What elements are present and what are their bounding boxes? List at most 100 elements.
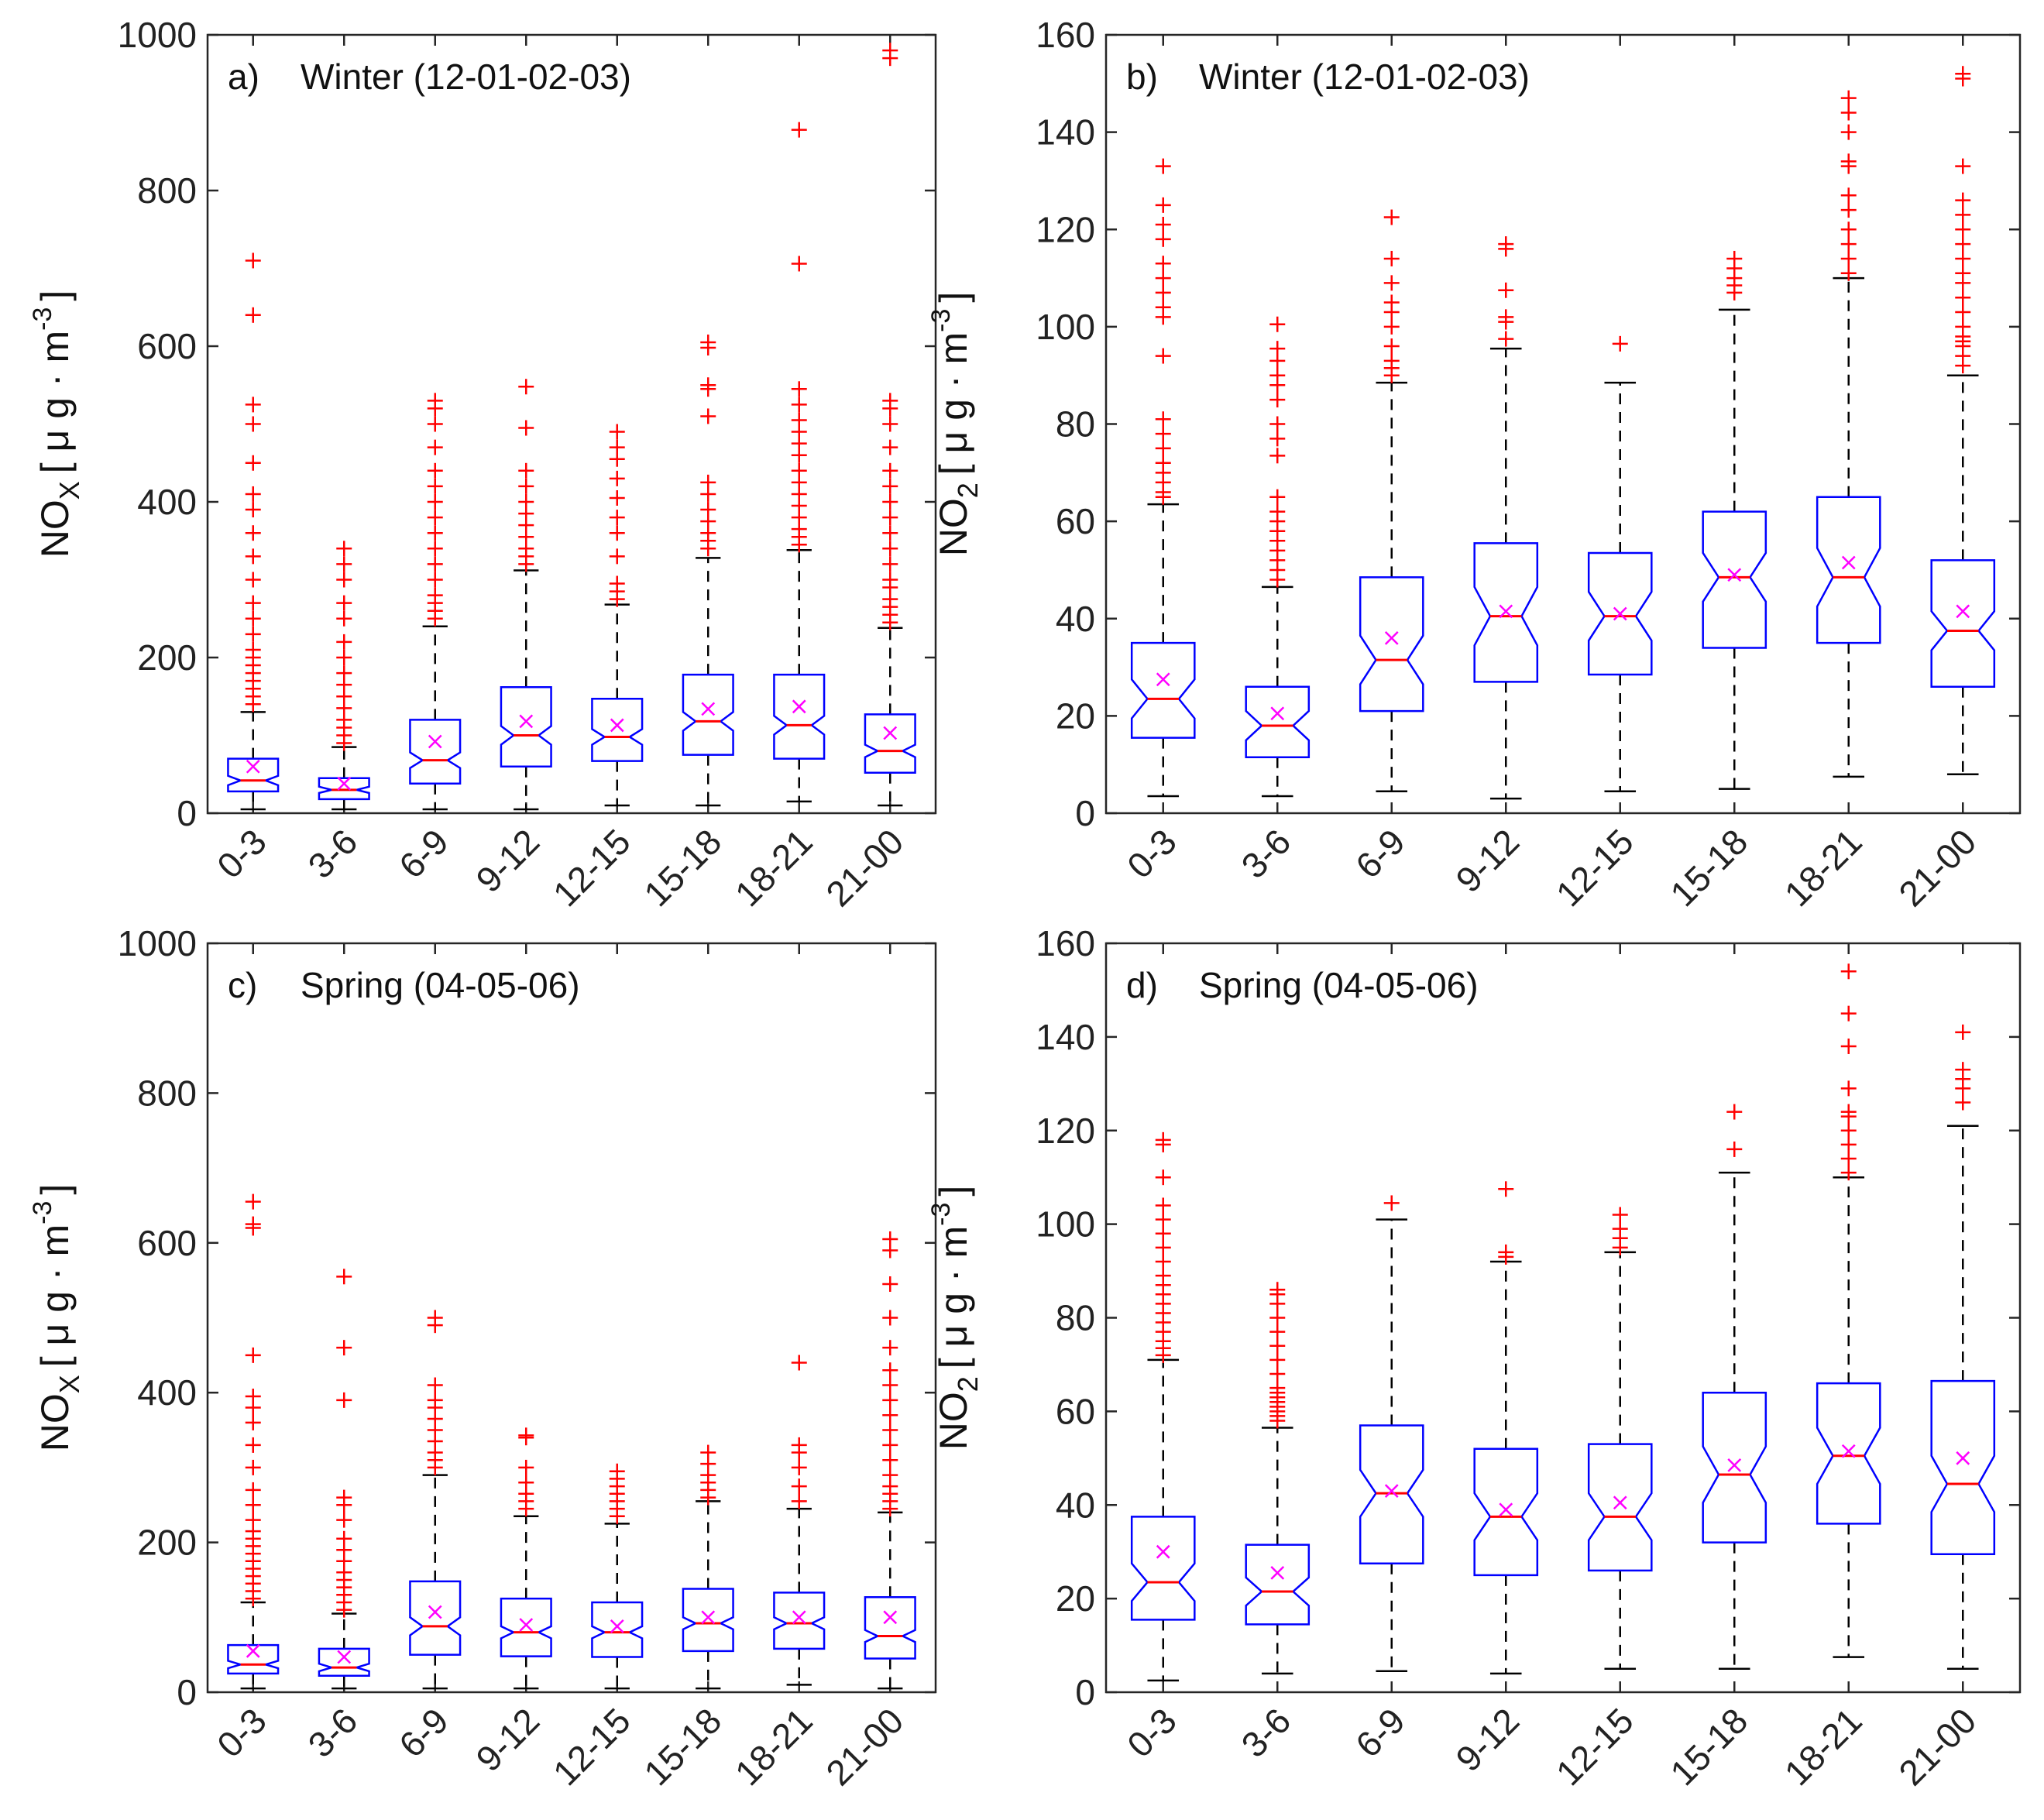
outlier-marker <box>700 1444 716 1461</box>
notched-box <box>864 1595 916 1660</box>
outlier-marker <box>700 502 716 518</box>
y-tick-label: 80 <box>1056 1298 1095 1338</box>
outlier-marker <box>1155 1211 1171 1228</box>
y-tick-label: 400 <box>137 1372 197 1413</box>
outlier-marker <box>245 626 261 642</box>
outlier-marker <box>882 416 898 432</box>
outlier-marker <box>1840 1136 1857 1152</box>
outlier-marker <box>245 1459 261 1475</box>
mean-marker <box>519 714 534 729</box>
outlier-marker <box>609 548 625 565</box>
outlier-marker <box>245 595 261 611</box>
outlier-marker <box>791 1459 807 1475</box>
outlier-marker <box>245 641 261 658</box>
notched-box <box>682 673 734 756</box>
y-label-main: NO <box>932 498 975 556</box>
y-label-main: NO <box>33 500 77 558</box>
outlier-marker <box>882 1467 898 1483</box>
box-15-18 <box>1702 250 1767 790</box>
box-3-6 <box>1245 316 1311 798</box>
outlier-marker <box>245 548 261 565</box>
x-tick-label: 15-18 <box>636 1700 729 1793</box>
outlier-marker <box>609 525 625 541</box>
outlier-marker <box>336 595 352 611</box>
mean-marker-stroke <box>1841 1444 1856 1458</box>
x-tick-label: 0-3 <box>209 821 274 886</box>
x-tick-label: 12-15 <box>1548 1700 1641 1793</box>
mean-marker-stroke <box>428 734 442 749</box>
box-6-9 <box>409 393 462 811</box>
panel-label: c) <box>228 965 257 1005</box>
outlier-marker <box>1269 316 1286 332</box>
mean-marker-stroke <box>1956 1451 1970 1465</box>
outlier-marker <box>1498 1181 1514 1197</box>
y-tick-label: 160 <box>1036 923 1095 963</box>
outlier-marker <box>1383 294 1400 311</box>
mean-marker <box>792 699 806 714</box>
outlier-marker <box>427 510 443 526</box>
y-tick-label: 20 <box>1056 1578 1095 1619</box>
y-tick-label: 1000 <box>118 923 197 963</box>
outlier-marker <box>1269 503 1286 520</box>
outlier-marker <box>1612 335 1628 352</box>
y-label-close: ] <box>33 1184 77 1195</box>
outlier-marker <box>427 416 443 432</box>
axes-frame <box>206 33 937 815</box>
outlier-marker <box>882 510 898 526</box>
x-tick-label: 0-3 <box>1119 821 1184 886</box>
notched-box <box>1245 685 1311 759</box>
y-tick-label: 60 <box>1056 501 1095 541</box>
outlier-marker <box>1155 440 1171 456</box>
outlier-marker <box>245 572 261 588</box>
notched-box <box>1702 1391 1767 1544</box>
outlier-marker <box>700 334 716 350</box>
panel-title: Spring (04-05-06) <box>301 965 580 1005</box>
notched-box <box>1816 1382 1881 1525</box>
outlier-marker <box>791 122 807 138</box>
mean-marker-stroke <box>1613 606 1627 621</box>
y-tick-label: 600 <box>137 1223 197 1263</box>
notched-box <box>1359 576 1424 713</box>
outlier-marker <box>1383 250 1400 266</box>
outlier-marker <box>336 1512 352 1528</box>
outlier-marker <box>245 1347 261 1363</box>
box-15-18 <box>1702 1104 1767 1671</box>
mean-marker-stroke <box>883 726 898 740</box>
box-9-12 <box>500 1427 552 1690</box>
notched-box <box>773 673 826 760</box>
mean-marker-stroke <box>246 759 260 774</box>
y-label-unit: [ μ g · m <box>33 331 77 473</box>
outlier-marker <box>1955 318 1971 335</box>
y-tick-label: 1000 <box>118 15 197 55</box>
outlier-marker <box>245 307 261 323</box>
outlier-marker <box>1612 1207 1628 1223</box>
mean-marker-stroke <box>519 714 534 729</box>
outlier-marker <box>1155 256 1171 272</box>
outlier-marker <box>1498 282 1514 298</box>
panel-title: Spring (04-05-06) <box>1199 965 1479 1005</box>
panel-title: Winter (12-01-02-03) <box>1199 57 1530 97</box>
outlier-marker <box>245 1216 261 1232</box>
outlier-marker <box>1840 1104 1857 1120</box>
outlier-marker <box>1840 1151 1857 1167</box>
outlier-marker <box>882 494 898 510</box>
outlier-marker <box>1955 250 1971 266</box>
notched-box <box>1702 510 1767 649</box>
notched-box <box>409 1580 462 1656</box>
mean-marker <box>1956 1451 1970 1465</box>
outlier-marker <box>1840 236 1857 252</box>
outlier-marker <box>427 572 443 588</box>
y-tick-label: 100 <box>1036 307 1095 347</box>
outlier-marker <box>1498 331 1514 347</box>
outlier-marker <box>1955 221 1971 238</box>
box-18-21 <box>773 122 826 803</box>
box-15-18 <box>682 1444 734 1690</box>
notched-box <box>227 1643 280 1675</box>
panel-label: d) <box>1126 965 1158 1005</box>
x-tick-label: 6-9 <box>391 821 456 886</box>
outlier-marker <box>882 478 898 494</box>
y-tick-label: 400 <box>137 482 197 522</box>
y-tick-label: 20 <box>1056 695 1095 736</box>
x-tick-label: 18-21 <box>727 1700 820 1793</box>
